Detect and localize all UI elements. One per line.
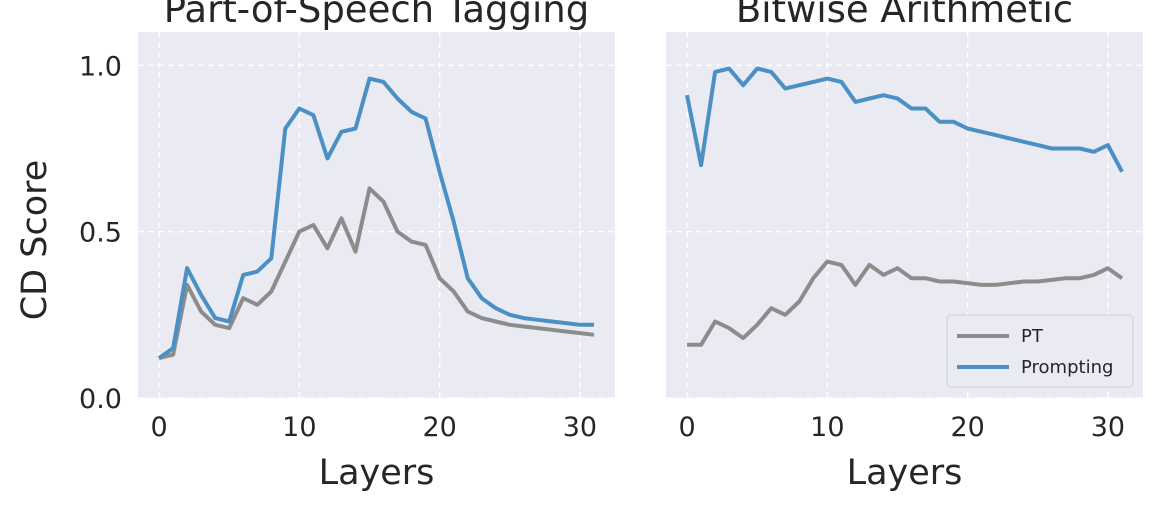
legend-label: Prompting — [1021, 357, 1113, 378]
x-axis-label: Layers — [847, 453, 963, 493]
series-line-prompting — [157, 76, 594, 360]
y-tick-label: 0.5 — [79, 218, 122, 249]
x-tick-label: 0 — [678, 412, 695, 443]
series-line-prompting — [685, 66, 1124, 173]
tick-labels: 0 10 20 30 0.0 0.5 1.0 — [79, 51, 597, 443]
y-tick-label: 1.0 — [79, 51, 122, 82]
gridlines — [138, 32, 615, 399]
legend-label: PT — [1021, 326, 1044, 347]
chart-title: Part-of-Speech Tagging — [164, 0, 589, 31]
series-line-pt — [158, 186, 595, 361]
x-tick-label: 0 — [150, 412, 167, 443]
chart-title: Bitwise Arithmetic — [736, 0, 1073, 31]
x-tick-label: 20 — [422, 412, 456, 443]
series-line-pt — [687, 259, 1124, 347]
x-tick-label: 30 — [1091, 412, 1125, 443]
series-lines — [157, 76, 595, 361]
plot-area — [138, 32, 615, 398]
chart-panel-bitwise-arithmetic: 0 10 20 30 Bitwise Arithmetic Layers PT Prom… — [666, 0, 1143, 493]
tick-labels: 0 10 20 30 — [678, 412, 1125, 443]
x-tick-label: 30 — [563, 412, 597, 443]
shared-y-axis-label: CD Score — [15, 160, 55, 321]
series-lines — [685, 66, 1124, 347]
legend: PT Prompting — [946, 314, 1134, 388]
x-tick-label: 10 — [282, 412, 316, 443]
x-tick-label: 20 — [950, 412, 984, 443]
chart-panel-pos-tagging: 0 10 20 300.00.51.0 Part-of-Speech Tagging … — [79, 0, 615, 493]
x-axis-label: Layers — [319, 453, 435, 493]
y-tick-label: 0.0 — [79, 384, 122, 415]
x-tick-label: 10 — [810, 412, 844, 443]
